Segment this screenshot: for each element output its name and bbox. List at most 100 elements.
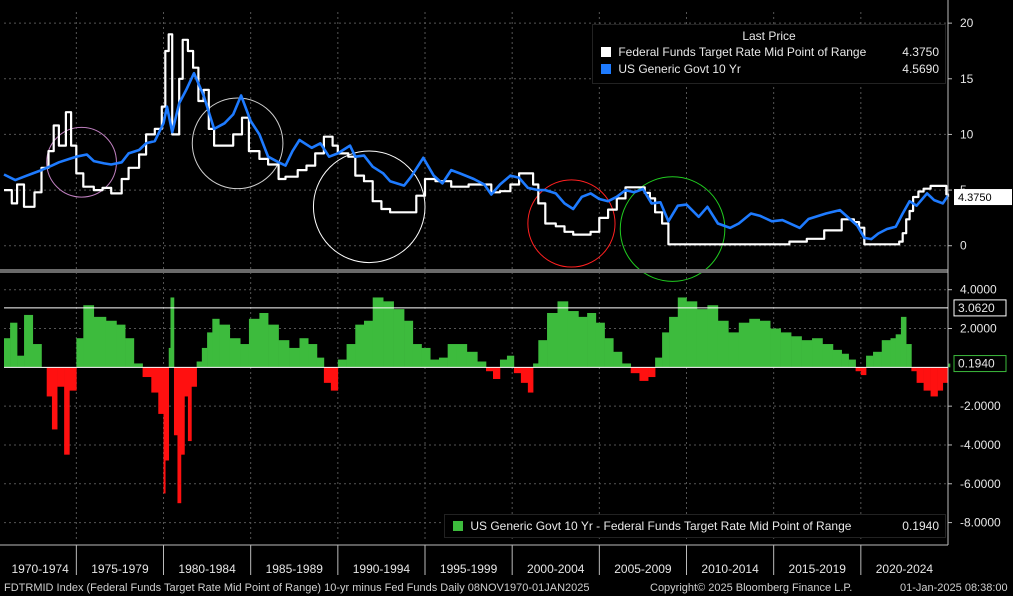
- footer-bar: FDTRMID Index (Federal Funds Target Rate…: [0, 580, 1013, 596]
- spread-bar: [177, 367, 182, 504]
- spread-bar: [64, 367, 70, 455]
- spread-bar: [346, 344, 356, 368]
- spread-bar: [780, 332, 792, 368]
- spread-bar: [587, 312, 597, 368]
- legend-item-spread: US Generic Govt 10 Yr - Federal Funds Ta…: [453, 519, 939, 533]
- spread-bar: [46, 367, 53, 397]
- spread-bar: [749, 318, 761, 368]
- spread-bar: [229, 338, 241, 368]
- annotation-circles: [46, 97, 726, 282]
- spread-bar: [219, 324, 231, 368]
- spread-bar: [289, 347, 300, 368]
- x-tick-label: 2020-2024: [876, 562, 934, 576]
- spread-bar: [855, 367, 862, 372]
- spread-bar: [942, 367, 949, 383]
- spread-bar: [717, 320, 729, 368]
- spread-bar: [24, 314, 34, 368]
- spread-bar: [184, 367, 189, 397]
- spread-bar: [648, 367, 656, 378]
- spread-bar: [4, 338, 11, 368]
- reference-tag: [953, 299, 1007, 317]
- x-tick-label: 2015-2019: [789, 562, 847, 576]
- spread-bar: [937, 367, 944, 391]
- spread-bar: [456, 344, 468, 368]
- spread-bar: [613, 351, 623, 368]
- spread-bar: [890, 338, 897, 368]
- spread-bar: [738, 322, 750, 368]
- last-value-label: 4.3750: [958, 192, 992, 204]
- spread-bar: [212, 318, 220, 368]
- spread-bar: [173, 367, 178, 436]
- spread-bar: [499, 359, 508, 368]
- spread-value: 0.1940: [902, 519, 939, 533]
- spread-bar: [506, 355, 515, 368]
- spread-bar: [791, 336, 802, 368]
- y-tick-label: -8.0000: [960, 516, 1001, 530]
- 10yr-label: US Generic Govt 10 Yr: [618, 62, 741, 76]
- spread-bar: [860, 367, 867, 376]
- axes: 201510504.37504.00002.0000-2.0000-4.0000…: [0, 0, 1012, 576]
- spread-bar: [873, 351, 883, 368]
- spread-bar: [299, 338, 309, 368]
- y-tick-label: -4.0000: [960, 438, 1001, 452]
- x-tick-label: 1990-1994: [353, 562, 411, 576]
- spread-bar: [278, 340, 290, 368]
- spread-bar: [196, 361, 203, 368]
- spread-bar: [923, 367, 931, 391]
- y-tick-label: 4.0000: [960, 283, 997, 297]
- spread-bar: [707, 305, 719, 368]
- legend-item-10yr: US Generic Govt 10 Yr 4.5690: [601, 62, 939, 76]
- spread-bar: [191, 367, 197, 387]
- x-tick-label: 1980-1984: [178, 562, 236, 576]
- footer-timestamp: 01-Jan-2025 08:38:00: [900, 582, 1008, 594]
- legend-item-fed-funds: Federal Funds Target Rate Mid Point of R…: [601, 45, 939, 59]
- y-tick-label: 15: [960, 72, 974, 86]
- spread-bar: [533, 363, 539, 368]
- spread-bar: [770, 328, 781, 368]
- spread-bar: [430, 359, 440, 368]
- legend-top: Last Price Federal Funds Target Rate Mid…: [592, 24, 946, 84]
- circle-2008: [619, 176, 726, 282]
- reference-tag-label: 3.0620: [958, 301, 995, 315]
- spread-label: US Generic Govt 10 Yr - Federal Funds Ta…: [470, 519, 852, 533]
- spread-bar: [17, 355, 25, 368]
- fed-funds-line: [4, 33, 950, 246]
- spread-bar: [848, 359, 856, 368]
- spread-bar: [895, 334, 902, 368]
- spread-bar: [916, 367, 924, 383]
- spread-bar: [595, 322, 605, 368]
- spread-bar: [841, 353, 849, 368]
- spread-bar: [421, 347, 431, 368]
- spread-bar: [520, 367, 529, 383]
- spread-bar: [308, 344, 318, 368]
- x-tick-label: 1985-1989: [266, 562, 324, 576]
- spread-bar: [142, 367, 152, 378]
- spread-bar: [447, 344, 457, 368]
- spread-bar: [268, 324, 279, 368]
- spread-bar: [477, 361, 487, 368]
- spread-bar: [69, 367, 77, 391]
- spread-bar: [372, 297, 384, 368]
- panel-divider: [0, 269, 948, 273]
- spread-bar: [655, 357, 663, 368]
- spread-bar: [557, 301, 569, 368]
- spread-bar: [622, 363, 632, 368]
- spread-swatch: [453, 521, 463, 531]
- fed-funds-label: Federal Funds Target Rate Mid Point of R…: [618, 45, 867, 59]
- x-tick-label: 2000-2004: [527, 562, 585, 576]
- spread-bar: [337, 359, 347, 368]
- spread-bar: [363, 320, 374, 368]
- spread-bar: [686, 301, 698, 368]
- spread-bar: [728, 332, 740, 368]
- spread-bar: [323, 367, 332, 383]
- spread-bar: [911, 367, 917, 372]
- y-tick-label: -6.0000: [960, 477, 1001, 491]
- spread-bar: [513, 367, 522, 374]
- spread-bar: [316, 357, 325, 368]
- circle-1992: [312, 150, 426, 264]
- spread-bar: [163, 367, 166, 494]
- spread-bar: [10, 322, 18, 368]
- spread-bar: [133, 363, 143, 368]
- x-tick-label: 1970-1974: [11, 562, 69, 576]
- rate-lines: [3, 33, 950, 246]
